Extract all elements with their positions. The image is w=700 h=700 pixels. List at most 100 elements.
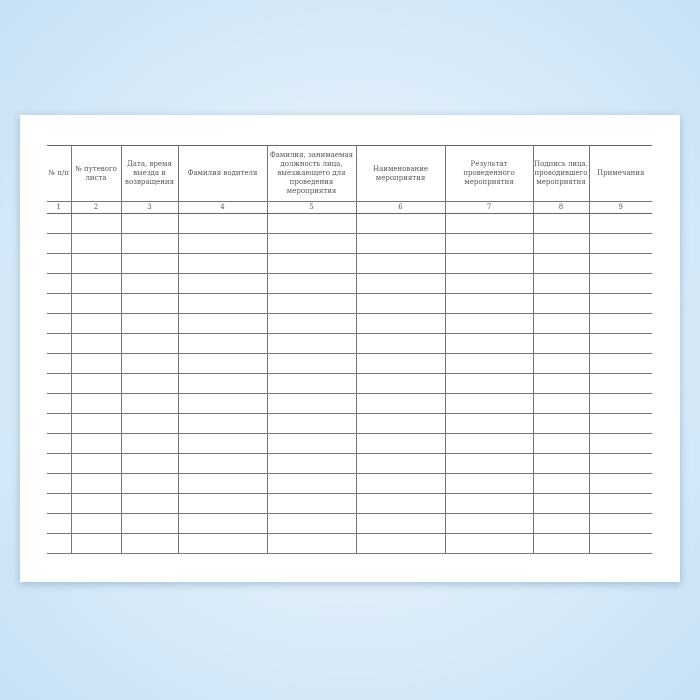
table-cell [120,373,178,394]
header-row: № п/п № путевого листа Дата, время выезд… [47,145,652,202]
header-cell: Дата, время выезда и возвращения [120,145,178,202]
table-cell [70,413,121,434]
table-cell [70,213,121,234]
table-cell [47,293,71,314]
table-row [47,313,652,334]
column-number: 7 [444,201,533,214]
table-cell [355,213,445,234]
table-cell [47,533,71,554]
table-cell [444,213,533,234]
table-cell [588,533,652,554]
table-cell [444,273,533,294]
table-cell [588,453,652,474]
table-cell [177,473,267,494]
table-cell [70,453,121,474]
table-cell [532,333,589,354]
table-cell [532,533,589,554]
table-cell [444,253,533,274]
header-cell: Примечания [588,145,652,202]
table-cell [177,253,267,274]
table-cell [47,453,71,474]
table-cell [444,313,533,334]
table-cell [266,493,356,514]
table-cell [532,513,589,534]
table-cell [355,413,445,434]
table-cell [588,233,652,254]
table-cell [588,473,652,494]
table-cell [177,373,267,394]
table-cell [70,233,121,254]
table-cell [47,313,71,334]
table-row [47,433,652,454]
table-cell [444,453,533,474]
header-cell: Фамилия водителя [177,145,267,202]
table-row [47,533,652,554]
table-cell [588,213,652,234]
table-cell [532,393,589,414]
table-cell [266,233,356,254]
table-cell [177,453,267,474]
table-row [47,213,652,234]
table-cell [266,313,356,334]
table-cell [444,293,533,314]
table-cell [266,453,356,474]
table-cell [70,353,121,374]
table-cell [120,253,178,274]
table-cell [120,533,178,554]
table-cell [355,353,445,374]
table-cell [588,413,652,434]
column-number: 8 [532,201,589,214]
table-row [47,513,652,534]
table-cell [47,353,71,374]
table-cell [532,373,589,394]
table-cell [47,213,71,234]
table-cell [47,473,71,494]
table-cell [355,233,445,254]
table-cell [266,373,356,394]
table-cell [588,333,652,354]
table-row [47,493,652,514]
table-cell [532,453,589,474]
table-cell [120,273,178,294]
table-cell [120,433,178,454]
table-cell [47,373,71,394]
table-cell [355,373,445,394]
table-cell [120,213,178,234]
table-cell [355,313,445,334]
table-row [47,233,652,254]
table-row [47,413,652,434]
table-cell [177,213,267,234]
table-cell [588,513,652,534]
table-row [47,273,652,294]
table-cell [588,353,652,374]
table-cell [355,473,445,494]
table-cell [532,493,589,514]
table-cell [70,253,121,274]
table-cell [266,273,356,294]
column-number: 2 [70,201,121,214]
table-cell [355,493,445,514]
table-cell [532,213,589,234]
table-cell [266,333,356,354]
table-cell [444,393,533,414]
table-cell [177,493,267,514]
document-page: № п/п № путевого листа Дата, время выезд… [20,115,680,582]
table-cell [177,353,267,374]
table-cell [70,493,121,514]
table-cell [120,413,178,434]
table-cell [120,333,178,354]
table-row [47,453,652,474]
table-cell [532,273,589,294]
table-cell [177,413,267,434]
table-cell [444,493,533,514]
table-cell [588,313,652,334]
table-cell [532,313,589,334]
table-cell [444,333,533,354]
table-row [47,473,652,494]
table-cell [266,293,356,314]
table-cell [355,333,445,354]
table-cell [70,473,121,494]
table-cell [177,513,267,534]
header-cell: Подпись лица, проводившего мероприятия [532,145,589,202]
table-cell [355,453,445,474]
